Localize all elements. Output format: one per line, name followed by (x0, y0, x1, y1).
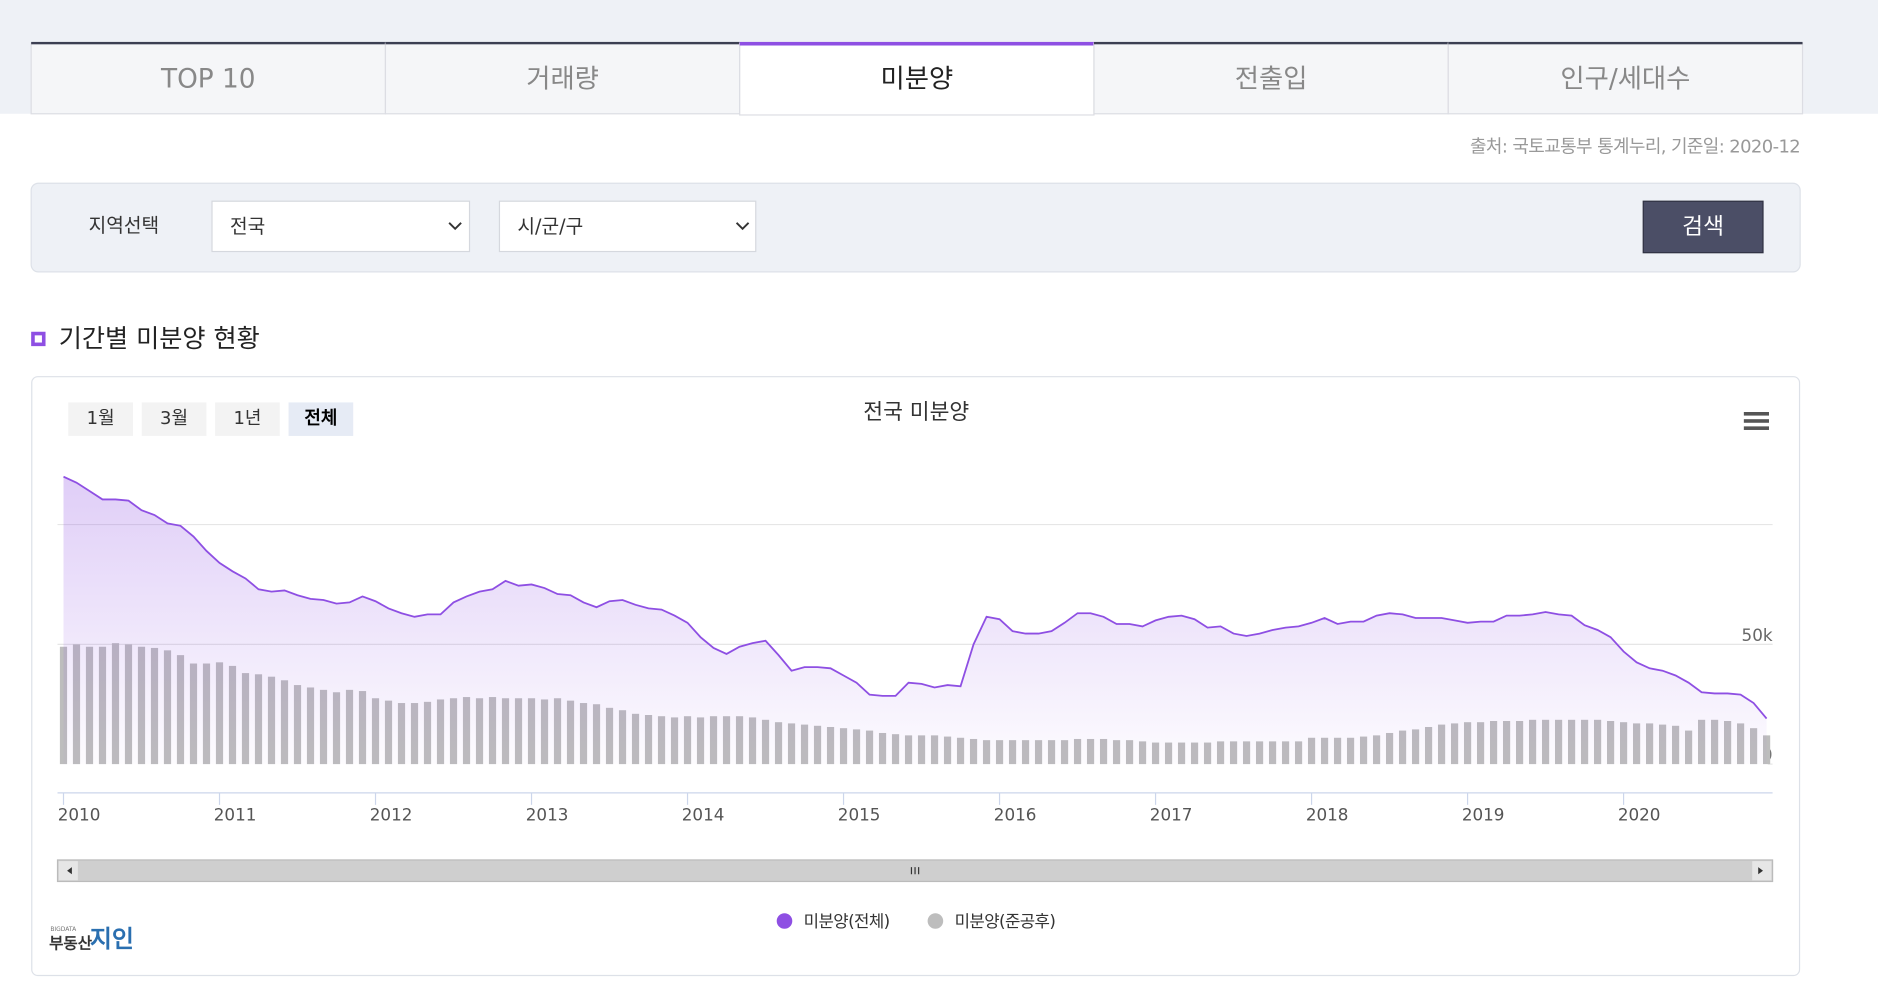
chart-panel (31, 376, 1801, 977)
x-tick-label: 2019 (1462, 805, 1505, 825)
tab-label: 전출입 (1235, 65, 1308, 95)
tab-top-border (1093, 41, 1449, 45)
filter-box (30, 182, 1801, 273)
x-tick-label: 2020 (1618, 805, 1661, 825)
x-tick-label: 2010 (58, 805, 101, 825)
tab[interactable] (384, 42, 741, 115)
tab[interactable] (1093, 42, 1449, 115)
range-button[interactable] (141, 402, 207, 436)
x-tick-label: 2015 (838, 805, 881, 825)
x-tick-label: 2012 (370, 805, 413, 825)
tab-top-border (1448, 41, 1803, 45)
button-label: 검색 (1682, 214, 1724, 240)
tab-top-border (739, 41, 1094, 46)
tab-label: 미분양 (881, 65, 954, 95)
x-tick-label: 2011 (214, 805, 257, 825)
range-label: 전체 (304, 408, 337, 429)
select-arrow (448, 222, 462, 231)
search-button[interactable] (1642, 200, 1764, 254)
legend-marker[interactable] (927, 913, 944, 929)
x-tick-label: 2013 (526, 805, 569, 825)
tab-label: TOP 10 (160, 65, 256, 95)
region-select[interactable] (211, 200, 471, 253)
x-tick-label: 2017 (1150, 805, 1193, 825)
tab-label: 거래량 (526, 65, 599, 95)
x-tick-label: 2014 (682, 805, 725, 825)
legend-marker[interactable] (776, 913, 793, 929)
district-select[interactable] (498, 200, 757, 253)
range-button[interactable] (215, 402, 280, 436)
source-text: 출처: 국토교통부 통계누리, 기준일: 2020-12 (1470, 136, 1800, 157)
menu-icon[interactable] (1743, 412, 1769, 430)
x-tick-label: 2018 (1306, 805, 1349, 825)
filter-label: 지역선택 (89, 214, 159, 237)
range-label: 1년 (233, 408, 261, 429)
select-value: 전국 (230, 215, 265, 238)
section-title: 기간별 미분양 현황 (59, 324, 260, 353)
legend-label: 미분양(준공후) (955, 911, 1056, 931)
tab-label: 인구/세대수 (1560, 65, 1690, 95)
tab-top-border (385, 41, 740, 45)
area-fill (63, 476, 1767, 765)
range-label: 1월 (87, 408, 115, 429)
range-button[interactable] (68, 402, 133, 436)
tab[interactable] (1447, 42, 1804, 115)
select-value: 시/군/구 (517, 215, 583, 238)
x-tick-label: 2016 (994, 805, 1037, 825)
logo-small: BIGDATA (50, 926, 77, 933)
legend-label: 미분양(전체) (804, 911, 890, 931)
scroll-grip (910, 867, 920, 875)
logo-right: 지인 (90, 925, 134, 953)
section-icon (31, 331, 46, 347)
tab-top-border (31, 41, 386, 45)
range-label: 3월 (160, 408, 188, 429)
range-button[interactable] (288, 402, 354, 436)
y-tick-label: 50k (1742, 625, 1773, 645)
select-arrow (735, 222, 750, 231)
logo-left: 부동산 (49, 934, 93, 952)
chart-title: 전국 미분양 (863, 400, 969, 425)
line (63, 475, 1768, 720)
